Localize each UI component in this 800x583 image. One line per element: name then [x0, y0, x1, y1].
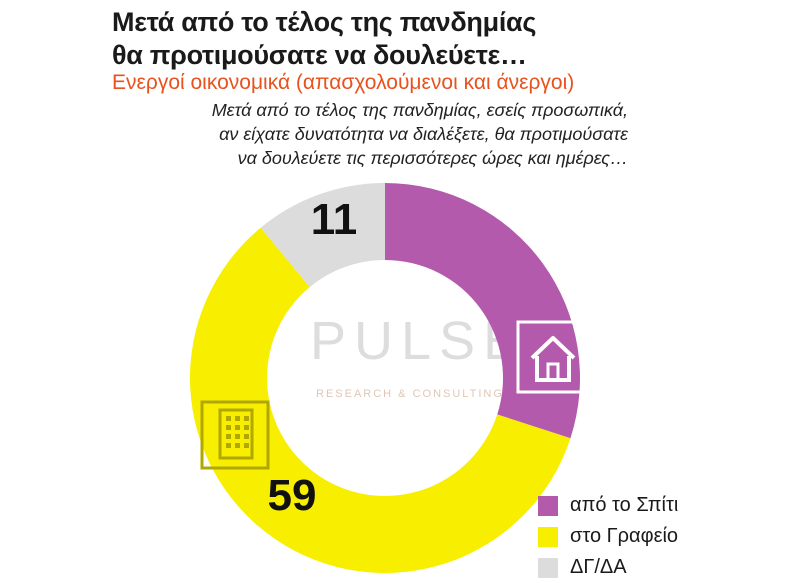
legend: από το Σπίτι στο Γραφείο ΔΓ/ΔΑ [538, 490, 778, 583]
legend-label-home: από το Σπίτι [570, 494, 679, 516]
legend-swatch-office [538, 526, 558, 547]
donut-slice-dk [260, 183, 385, 288]
value-label-home: 30 [502, 159, 551, 208]
legend-label-dk: ΔΓ/ΔΑ [570, 556, 627, 578]
house-icon [516, 320, 590, 394]
title-line-2: θα προτιμούσατε να δουλεύετε… [112, 40, 527, 70]
question-line-2: αν είχατε δυνατότητα να διαλέξετε, θα πρ… [219, 124, 628, 144]
question-line-1: Μετά από το τέλος της πανδημίας, εσείς π… [211, 100, 628, 120]
chart-title: Μετά από το τέλος της πανδημίας θα προτι… [112, 6, 712, 72]
legend-item-office: στο Γραφείο [538, 521, 778, 552]
value-label-dk: 11 [311, 195, 358, 244]
legend-item-dk: ΔΓ/ΔΑ [538, 552, 778, 583]
title-line-1: Μετά από το τέλος της πανδημίας [112, 7, 537, 37]
legend-swatch-dk [538, 557, 558, 578]
donut-slice-home [385, 183, 580, 439]
question-line-3: να δουλεύετε τις περισσότερες ώρες και η… [237, 148, 628, 168]
office-building-icon [200, 400, 270, 470]
legend-swatch-home [538, 495, 558, 516]
chart-subtitle: Ενεργοί οικονομικά (απασχολούμενοι και ά… [112, 71, 575, 94]
legend-label-office: στο Γραφείο [570, 525, 679, 547]
survey-question: Μετά από το τέλος της πανδημίας, εσείς π… [60, 98, 628, 170]
donut-slice-office [190, 227, 571, 573]
value-label-office: 59 [268, 471, 317, 520]
legend-item-home: από το Σπίτι [538, 490, 778, 521]
